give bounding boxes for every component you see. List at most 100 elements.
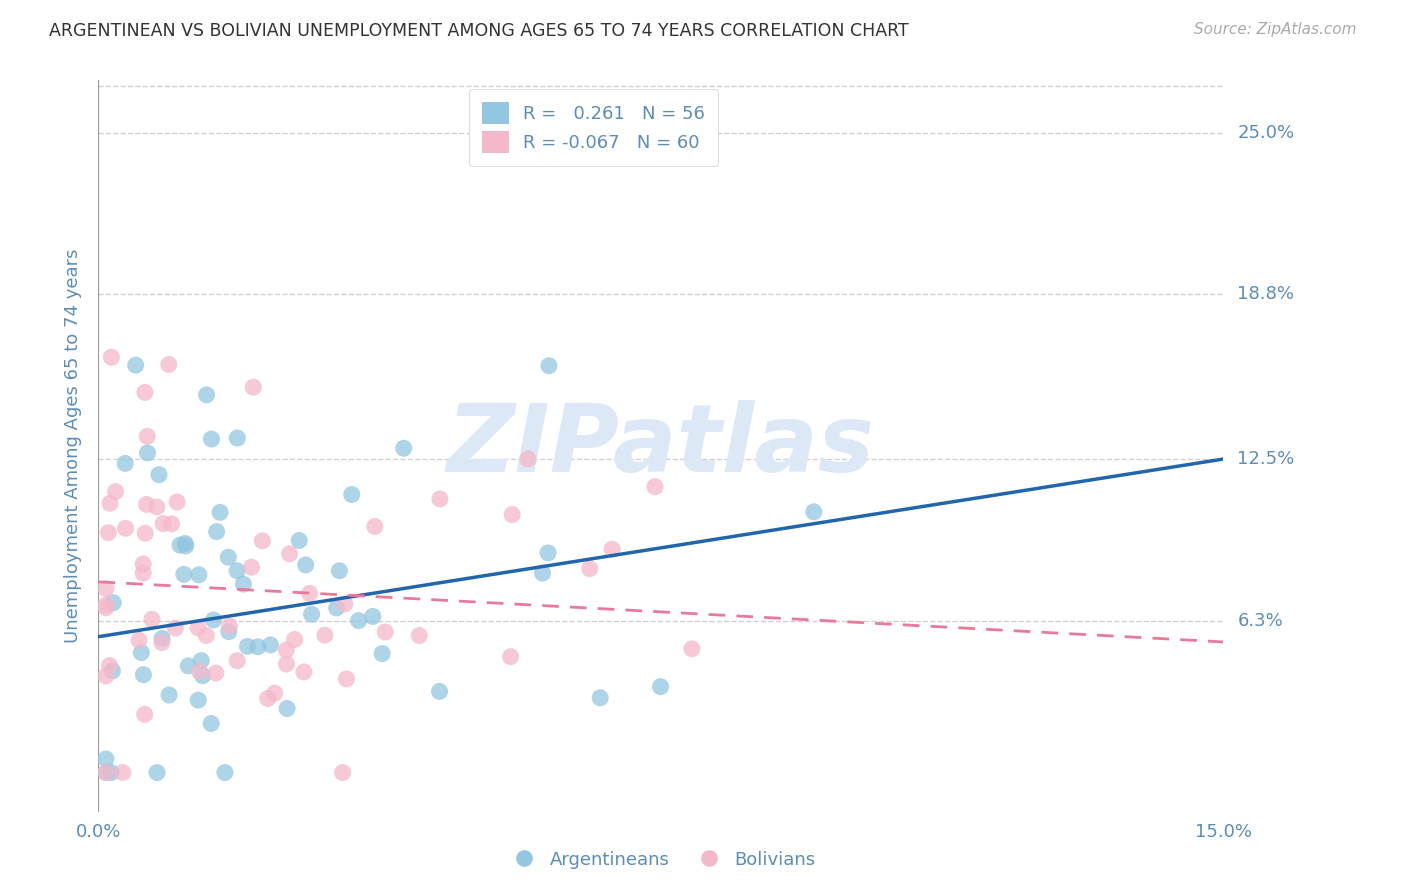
Point	[226, 431, 249, 445]
Point	[136, 446, 159, 460]
Point	[131, 646, 153, 660]
Point	[195, 629, 218, 643]
Point	[364, 519, 387, 533]
Point	[347, 614, 370, 628]
Point	[600, 542, 623, 557]
Point	[328, 564, 350, 578]
Point	[276, 701, 298, 715]
Point	[259, 638, 281, 652]
Point	[148, 467, 170, 482]
Point	[408, 628, 430, 642]
Point	[100, 765, 122, 780]
Point	[187, 693, 209, 707]
Point	[301, 607, 323, 622]
Point	[135, 497, 157, 511]
Point	[103, 596, 125, 610]
Point	[173, 567, 195, 582]
Point	[242, 380, 264, 394]
Point	[94, 765, 117, 780]
Point	[240, 560, 263, 574]
Point	[98, 658, 121, 673]
Point	[218, 619, 240, 633]
Point	[195, 388, 218, 402]
Text: Source: ZipAtlas.com: Source: ZipAtlas.com	[1194, 22, 1357, 37]
Point	[644, 480, 666, 494]
Point	[146, 500, 169, 514]
Point	[134, 385, 156, 400]
Point	[288, 533, 311, 548]
Point	[578, 561, 600, 575]
Point	[114, 521, 136, 535]
Point	[157, 358, 180, 372]
Point	[94, 765, 117, 780]
Point	[101, 664, 124, 678]
Point	[190, 654, 212, 668]
Point	[226, 564, 249, 578]
Text: 18.8%: 18.8%	[1237, 285, 1295, 303]
Point	[174, 536, 197, 550]
Point	[681, 641, 703, 656]
Point	[256, 691, 278, 706]
Point	[214, 765, 236, 780]
Point	[252, 533, 274, 548]
Point	[298, 586, 321, 600]
Point	[94, 582, 117, 596]
Point	[294, 558, 316, 572]
Point	[160, 516, 183, 531]
Point	[132, 557, 155, 571]
Point	[499, 649, 522, 664]
Point	[236, 640, 259, 654]
Legend: Argentineans, Bolivians: Argentineans, Bolivians	[499, 844, 823, 876]
Point	[94, 598, 117, 612]
Point	[263, 686, 285, 700]
Point	[276, 643, 298, 657]
Point	[232, 577, 254, 591]
Point	[314, 628, 336, 642]
Text: 12.5%: 12.5%	[1237, 450, 1295, 468]
Text: 25.0%: 25.0%	[1237, 123, 1295, 142]
Point	[205, 524, 228, 539]
Point	[501, 508, 523, 522]
Point	[94, 669, 117, 683]
Point	[136, 429, 159, 443]
Point	[246, 640, 269, 654]
Point	[650, 680, 672, 694]
Point	[374, 624, 396, 639]
Point	[98, 496, 121, 510]
Text: 6.3%: 6.3%	[1237, 612, 1284, 630]
Y-axis label: Unemployment Among Ages 65 to 74 years: Unemployment Among Ages 65 to 74 years	[63, 249, 82, 643]
Point	[104, 484, 127, 499]
Point	[283, 632, 305, 647]
Point	[371, 647, 394, 661]
Point	[146, 765, 169, 780]
Point	[429, 684, 451, 698]
Point	[217, 550, 239, 565]
Point	[226, 654, 249, 668]
Point	[340, 487, 363, 501]
Point	[333, 597, 356, 611]
Point	[218, 624, 240, 639]
Point	[516, 451, 538, 466]
Point	[157, 688, 180, 702]
Point	[200, 432, 222, 446]
Point	[191, 669, 214, 683]
Point	[187, 567, 209, 582]
Point	[150, 635, 173, 649]
Point	[276, 657, 298, 671]
Point	[94, 600, 117, 615]
Point	[188, 665, 211, 679]
Point	[111, 765, 134, 780]
Point	[152, 516, 174, 531]
Point	[187, 621, 209, 635]
Point	[361, 609, 384, 624]
Point	[537, 359, 560, 373]
Point	[97, 525, 120, 540]
Point	[177, 658, 200, 673]
Point	[114, 457, 136, 471]
Point	[335, 672, 357, 686]
Point	[141, 612, 163, 626]
Point	[278, 547, 301, 561]
Point	[531, 566, 554, 581]
Point	[292, 665, 315, 679]
Point	[537, 546, 560, 560]
